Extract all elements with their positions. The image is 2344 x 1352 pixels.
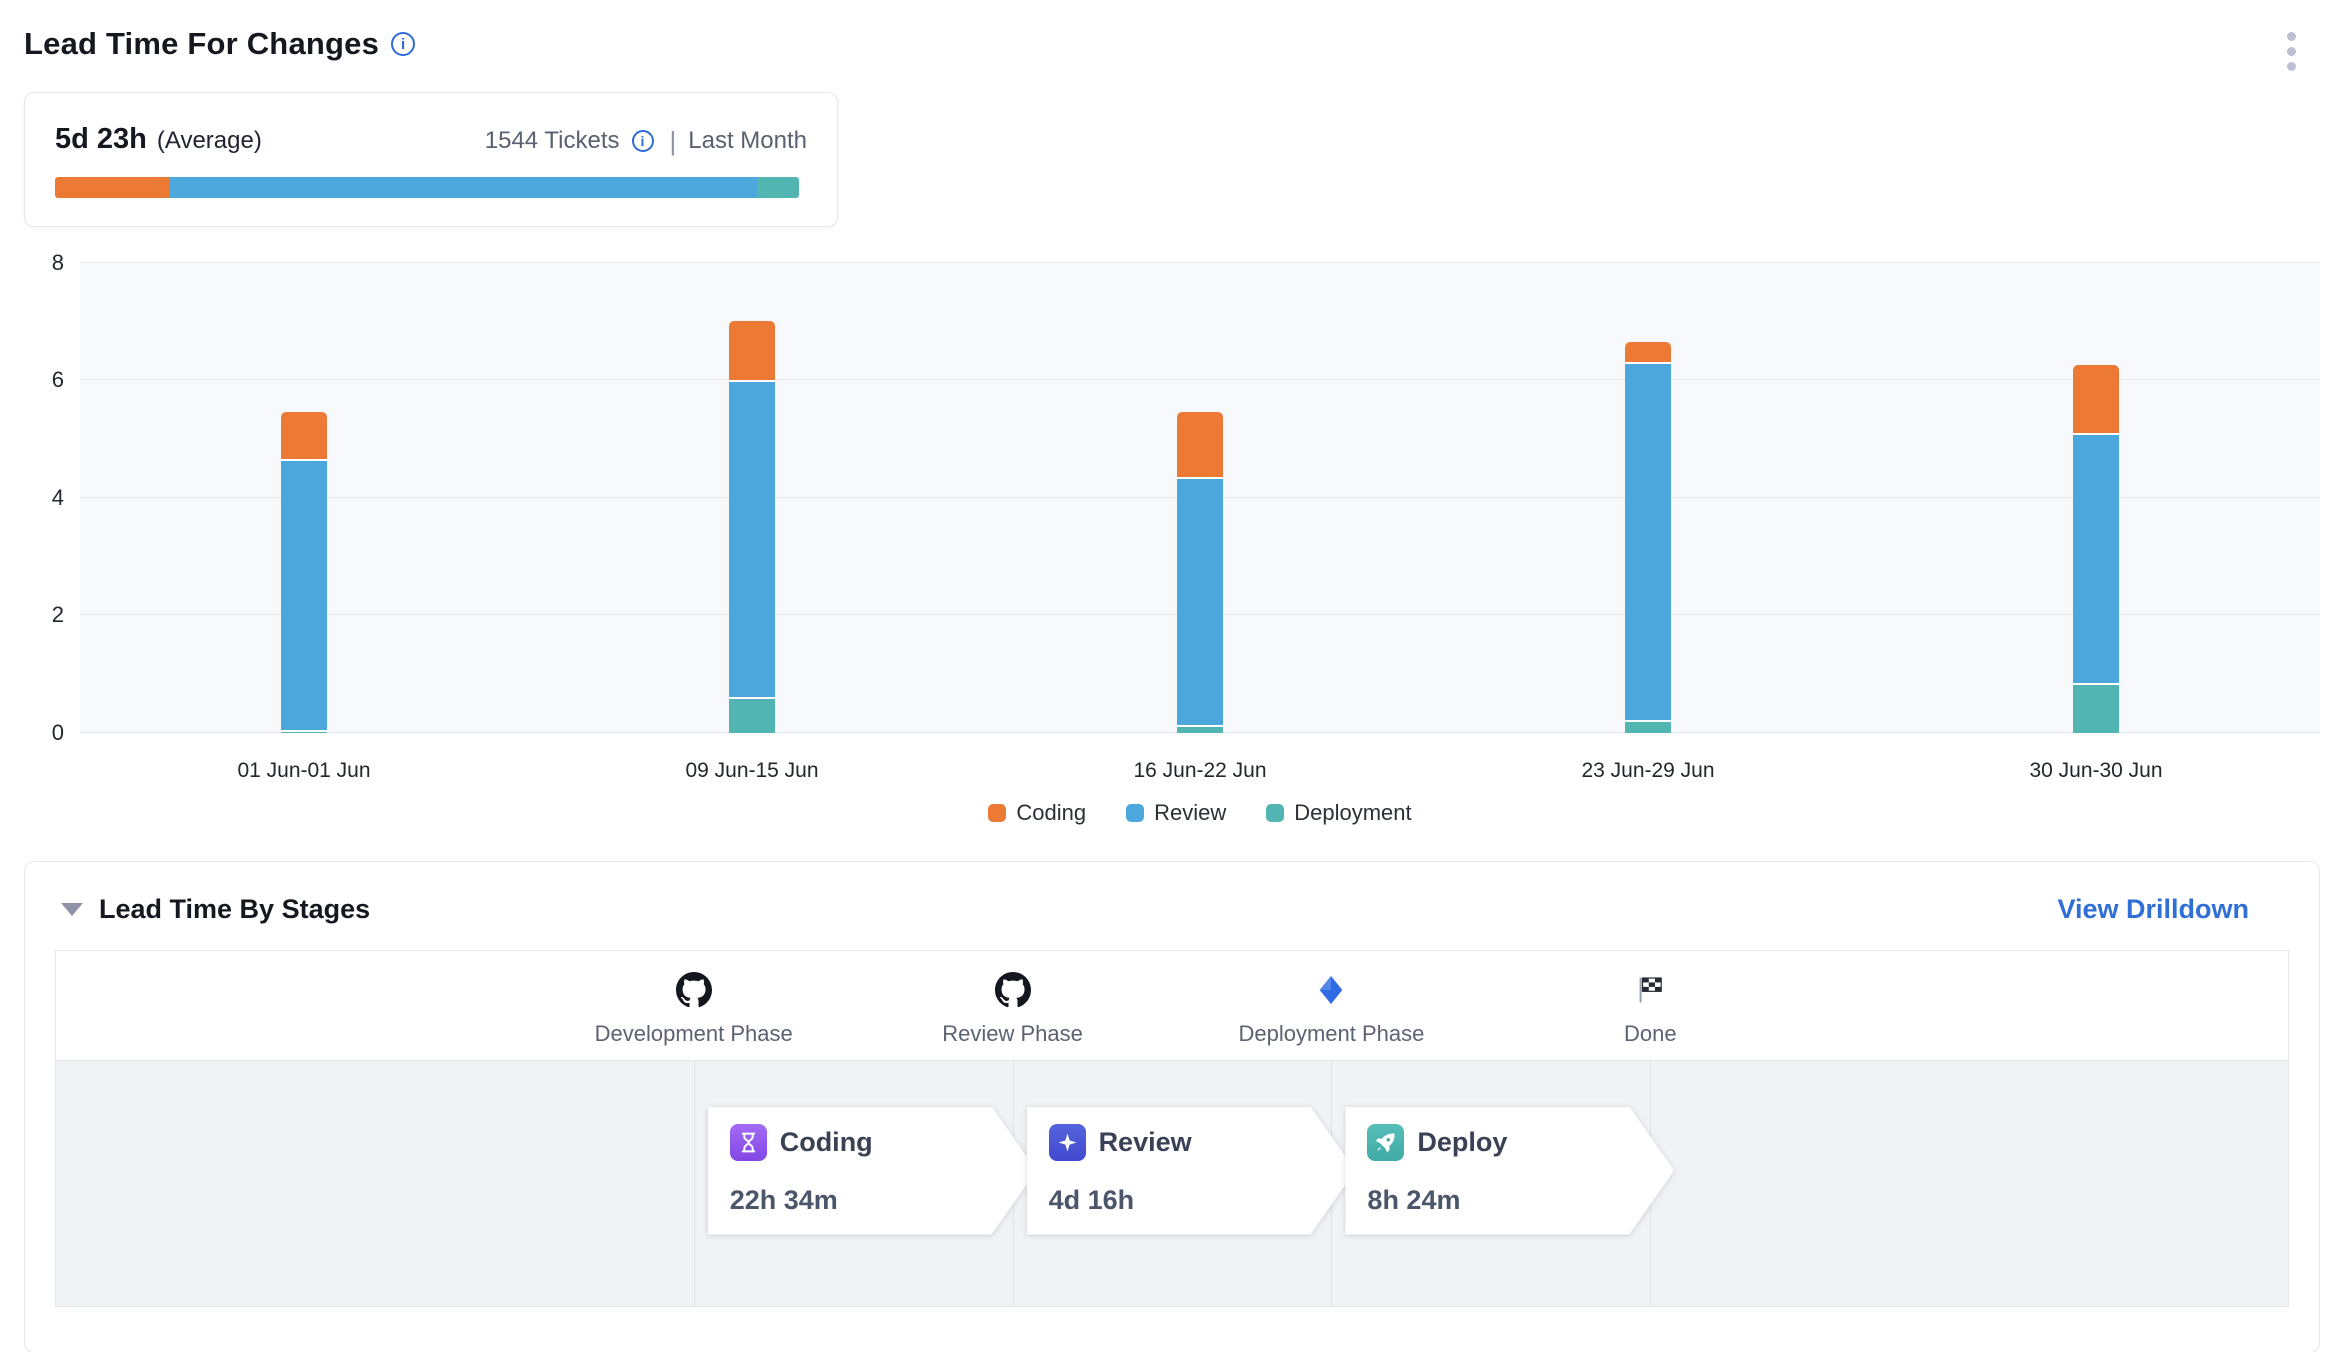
phase-milestone-done: Done	[1500, 971, 1800, 1047]
summary-bar-segment-coding	[55, 177, 170, 198]
legend-swatch	[1126, 804, 1144, 822]
phase-milestone-development-phase: Development Phase	[544, 971, 844, 1047]
bar-segment-coding[interactable]	[2073, 365, 2119, 433]
bar-segment-deployment[interactable]	[1625, 720, 1671, 733]
stage-card-duration: 4d 16h	[1049, 1185, 1356, 1216]
github-icon	[544, 971, 844, 1009]
lead-time-by-stages-section: Lead Time By Stages View Drilldown Devel…	[24, 861, 2320, 1352]
sparkle-icon	[1049, 1124, 1086, 1161]
phase-milestone-review-phase: Review Phase	[863, 971, 1163, 1047]
diamond-icon	[1181, 971, 1481, 1009]
stage-card-title: Deploy	[1417, 1127, 1507, 1158]
bar-segment-review[interactable]	[1177, 477, 1223, 726]
x-tick-label: 16 Jun-22 Jun	[1133, 759, 1266, 783]
stage-card-title: Review	[1099, 1127, 1192, 1158]
bar-segment-coding[interactable]	[281, 412, 327, 459]
bar-segment-review[interactable]	[2073, 433, 2119, 683]
x-tick-label: 23 Jun-29 Jun	[1581, 759, 1714, 783]
legend-label: Review	[1154, 800, 1226, 826]
summary-row: 5d 23h (Average) 1544 Tickets i | Last M…	[55, 123, 807, 157]
average-lead-time: 5d 23h (Average)	[55, 123, 262, 156]
phase-header-row: Development Phase Review Phase Deployment …	[56, 951, 2288, 1060]
stages-title: Lead Time By Stages	[99, 894, 370, 925]
bar-segment-deployment[interactable]	[1177, 725, 1223, 732]
stacked-bar-16-jun-22-jun[interactable]	[1177, 263, 1223, 733]
x-tick-label: 30 Jun-30 Jun	[2029, 759, 2162, 783]
x-tick-label: 09 Jun-15 Jun	[685, 759, 818, 783]
bar-segment-coding[interactable]	[1177, 412, 1223, 477]
github-icon	[863, 971, 1163, 1009]
info-icon[interactable]: i	[391, 32, 415, 56]
plot-area	[80, 263, 2320, 733]
bar-segment-review[interactable]	[1625, 362, 1671, 719]
stage-card-deploy: Deploy 8h 24m	[1345, 1107, 1674, 1235]
legend-item-deployment[interactable]: Deployment	[1266, 800, 1411, 826]
stage-cards-row: Coding 22h 34m Review 4d 16h Deploy 8h 24m	[56, 1060, 2288, 1306]
x-tick-label: 01 Jun-01 Jun	[237, 759, 370, 783]
bar-segment-deployment[interactable]	[2073, 683, 2119, 733]
stage-card-title: Coding	[780, 1127, 873, 1158]
legend-item-review[interactable]: Review	[1126, 800, 1226, 826]
phase-label: Development Phase	[544, 1021, 844, 1047]
lead-time-for-changes-panel: Lead Time For Changes i 5d 23h (Average)…	[0, 0, 2344, 1352]
tickets-info-icon[interactable]: i	[632, 130, 654, 152]
kebab-menu-icon[interactable]	[2277, 26, 2306, 77]
view-drilldown-link[interactable]: View Drilldown	[2057, 894, 2249, 925]
stacked-bar-23-jun-29-jun[interactable]	[1625, 263, 1671, 733]
summary-bar-segment-deployment	[757, 177, 799, 198]
summary-meta: 1544 Tickets i | Last Month	[485, 126, 807, 157]
phase-milestone-deployment-phase: Deployment Phase	[1181, 971, 1481, 1047]
legend-swatch	[988, 804, 1006, 822]
title-row: Lead Time For Changes i	[24, 26, 415, 62]
bar-segment-coding[interactable]	[1625, 342, 1671, 363]
lead-time-chart: 02468 01 Jun-01 Jun09 Jun-15 Jun16 Jun-2…	[24, 263, 2320, 835]
column-separator	[694, 1061, 695, 1306]
stacked-bar-30-jun-30-jun[interactable]	[2073, 263, 2119, 733]
average-value: 5d 23h	[55, 123, 147, 156]
phase-label: Review Phase	[863, 1021, 1163, 1047]
stacked-bar-01-jun-01-jun[interactable]	[281, 263, 327, 733]
bar-segment-deployment[interactable]	[729, 697, 775, 732]
bar-segment-review[interactable]	[281, 459, 327, 729]
plot-row: 02468	[24, 263, 2320, 733]
bar-segment-coding[interactable]	[729, 321, 775, 380]
phase-label: Done	[1500, 1021, 1800, 1047]
legend-swatch	[1266, 804, 1284, 822]
meta-divider: |	[666, 126, 677, 157]
bar-segment-review[interactable]	[729, 380, 775, 697]
stage-card-duration: 22h 34m	[730, 1185, 1037, 1216]
stage-card-coding: Coding 22h 34m	[708, 1107, 1037, 1235]
summary-bar-segment-review	[170, 177, 757, 198]
chart-legend: Coding Review Deployment	[80, 791, 2320, 835]
rocket-icon	[1367, 1124, 1404, 1161]
phase-label: Deployment Phase	[1181, 1021, 1481, 1047]
y-axis: 02468	[24, 263, 80, 733]
page-title: Lead Time For Changes	[24, 26, 379, 62]
finish-flag-icon	[1500, 971, 1800, 1009]
chevron-down-icon[interactable]	[61, 903, 83, 916]
period-label: Last Month	[688, 127, 807, 155]
stages-title-wrap: Lead Time By Stages	[55, 894, 370, 925]
stage-card-duration: 8h 24m	[1367, 1185, 1674, 1216]
stacked-bar-09-jun-15-jun[interactable]	[729, 263, 775, 733]
stage-card-review: Review 4d 16h	[1027, 1107, 1356, 1235]
lead-time-distribution-bar	[55, 177, 799, 198]
stages-header: Lead Time By Stages View Drilldown	[55, 888, 2289, 932]
average-label: (Average)	[157, 127, 262, 155]
summary-card: 5d 23h (Average) 1544 Tickets i | Last M…	[24, 92, 838, 227]
x-axis: 01 Jun-01 Jun 09 Jun-15 Jun 16 Jun-22 Jun 2…	[80, 733, 2320, 791]
y-tick-label: 6	[52, 367, 64, 393]
hourglass-icon	[730, 1124, 767, 1161]
tickets-count: 1544 Tickets	[485, 127, 620, 155]
legend-label: Coding	[1016, 800, 1086, 826]
y-tick-label: 0	[52, 720, 64, 746]
y-tick-label: 8	[52, 250, 64, 276]
stages-table: Development Phase Review Phase Deployment …	[55, 950, 2289, 1307]
legend-label: Deployment	[1294, 800, 1411, 826]
panel-header: Lead Time For Changes i	[24, 26, 2320, 76]
y-tick-label: 4	[52, 485, 64, 511]
legend-item-coding[interactable]: Coding	[988, 800, 1086, 826]
y-tick-label: 2	[52, 602, 64, 628]
